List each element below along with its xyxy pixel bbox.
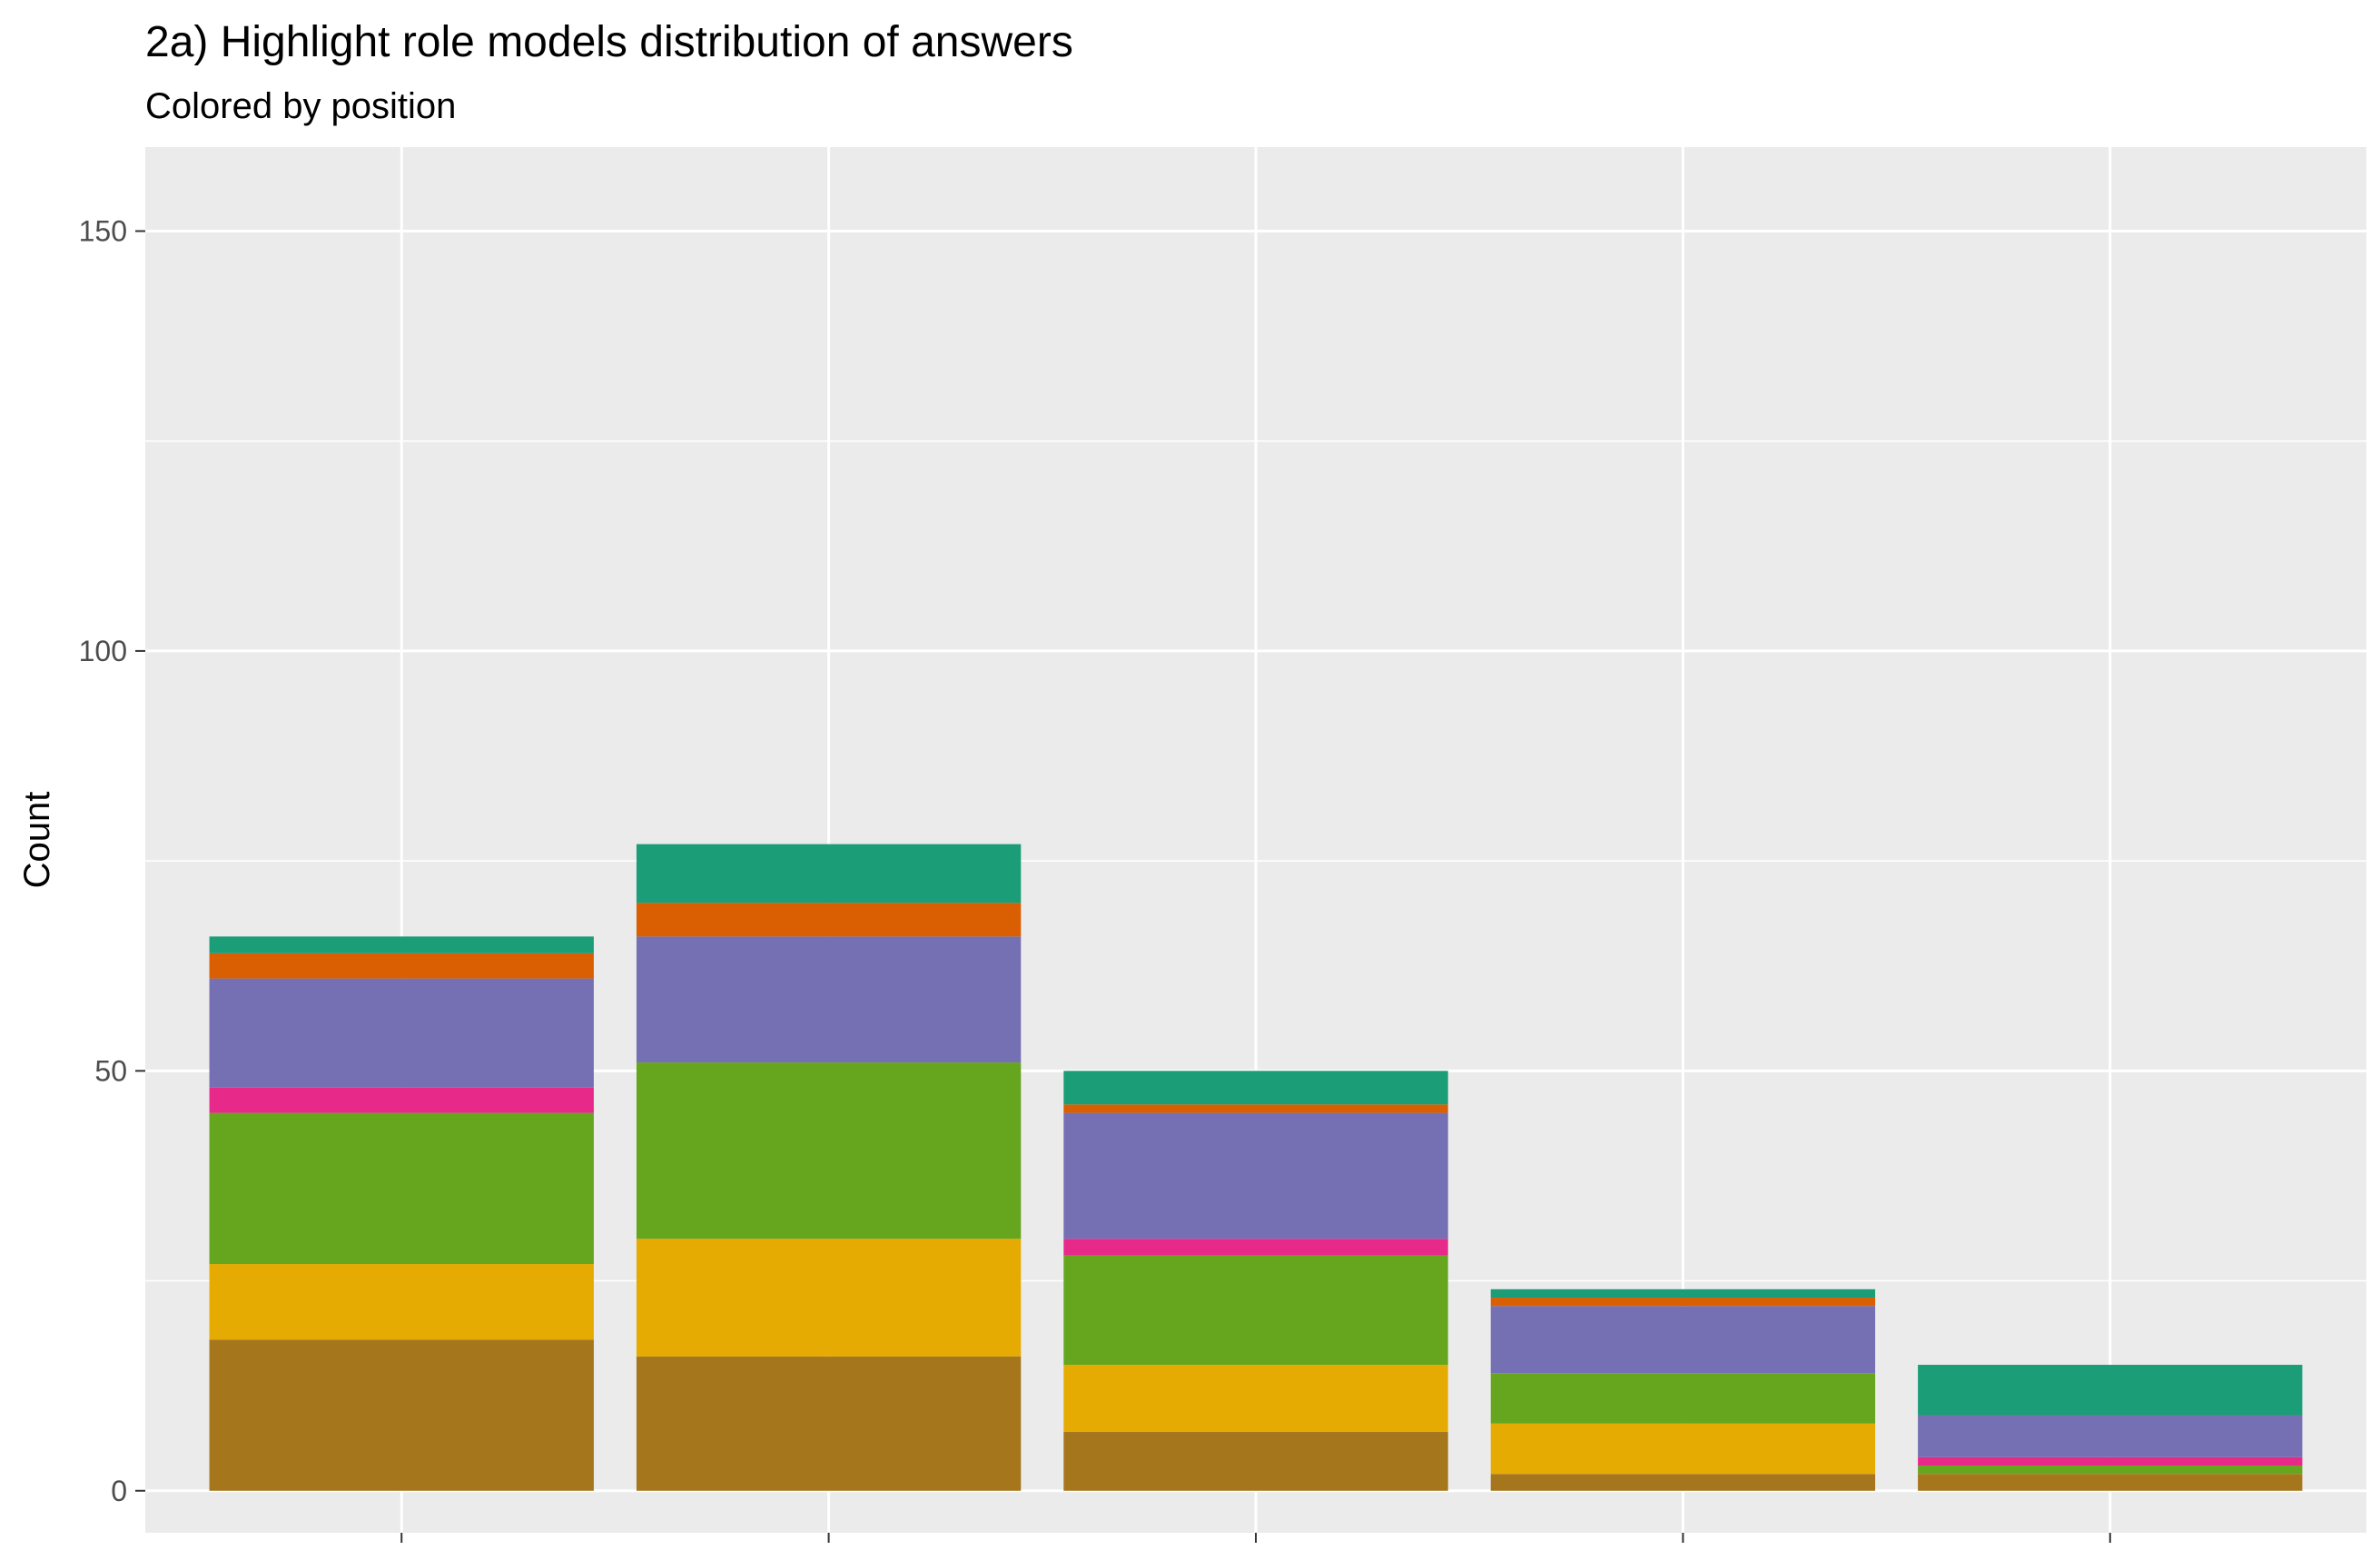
y-axis: 0 50 100 150	[79, 214, 2111, 1543]
bar-segment	[1918, 1456, 2303, 1466]
bar-segment	[1490, 1373, 1876, 1424]
bar-segment	[1490, 1474, 1876, 1491]
bar-segment	[209, 1339, 594, 1491]
bar-segment	[209, 1087, 594, 1113]
bar-segment	[1490, 1423, 1876, 1475]
bar-segment	[636, 1356, 1022, 1491]
bar-segment	[1063, 1255, 1448, 1366]
bar-segment	[1490, 1298, 1876, 1307]
chart-subtitle: Colored by position	[145, 86, 456, 126]
bar-segment	[636, 903, 1022, 937]
bar-segment	[1063, 1112, 1448, 1239]
y-tick-label: 50	[94, 1054, 127, 1087]
bar-segment	[209, 936, 594, 953]
bar-segment	[1490, 1288, 1876, 1298]
y-tick-label: 150	[79, 214, 127, 247]
bar-segment	[1063, 1071, 1448, 1105]
y-axis-label: Count	[17, 792, 57, 889]
bar-segment	[636, 1239, 1022, 1357]
bar-segment	[1063, 1239, 1448, 1256]
bar-segment	[636, 1062, 1022, 1239]
bar-segment	[636, 936, 1022, 1063]
bar-segment	[636, 844, 1022, 903]
bar-segment	[1063, 1432, 1448, 1491]
bar-segment	[1490, 1306, 1876, 1374]
bar-segment	[209, 978, 594, 1088]
y-tick-label: 100	[79, 635, 127, 667]
bar-segment	[209, 953, 594, 979]
bar-segment	[209, 1112, 594, 1265]
y-tick-label: 0	[111, 1475, 127, 1507]
bar-segment	[1918, 1466, 2303, 1475]
bar-segment	[1063, 1104, 1448, 1113]
chart-title: 2a) Highlight role models distribution o…	[145, 18, 1073, 66]
bar-segment	[209, 1264, 594, 1340]
bar-segment	[1918, 1365, 2303, 1416]
bars	[209, 844, 2303, 1491]
bar-segment	[1918, 1474, 2303, 1491]
bar-segment	[1063, 1365, 1448, 1433]
bar-segment	[1918, 1415, 2303, 1457]
